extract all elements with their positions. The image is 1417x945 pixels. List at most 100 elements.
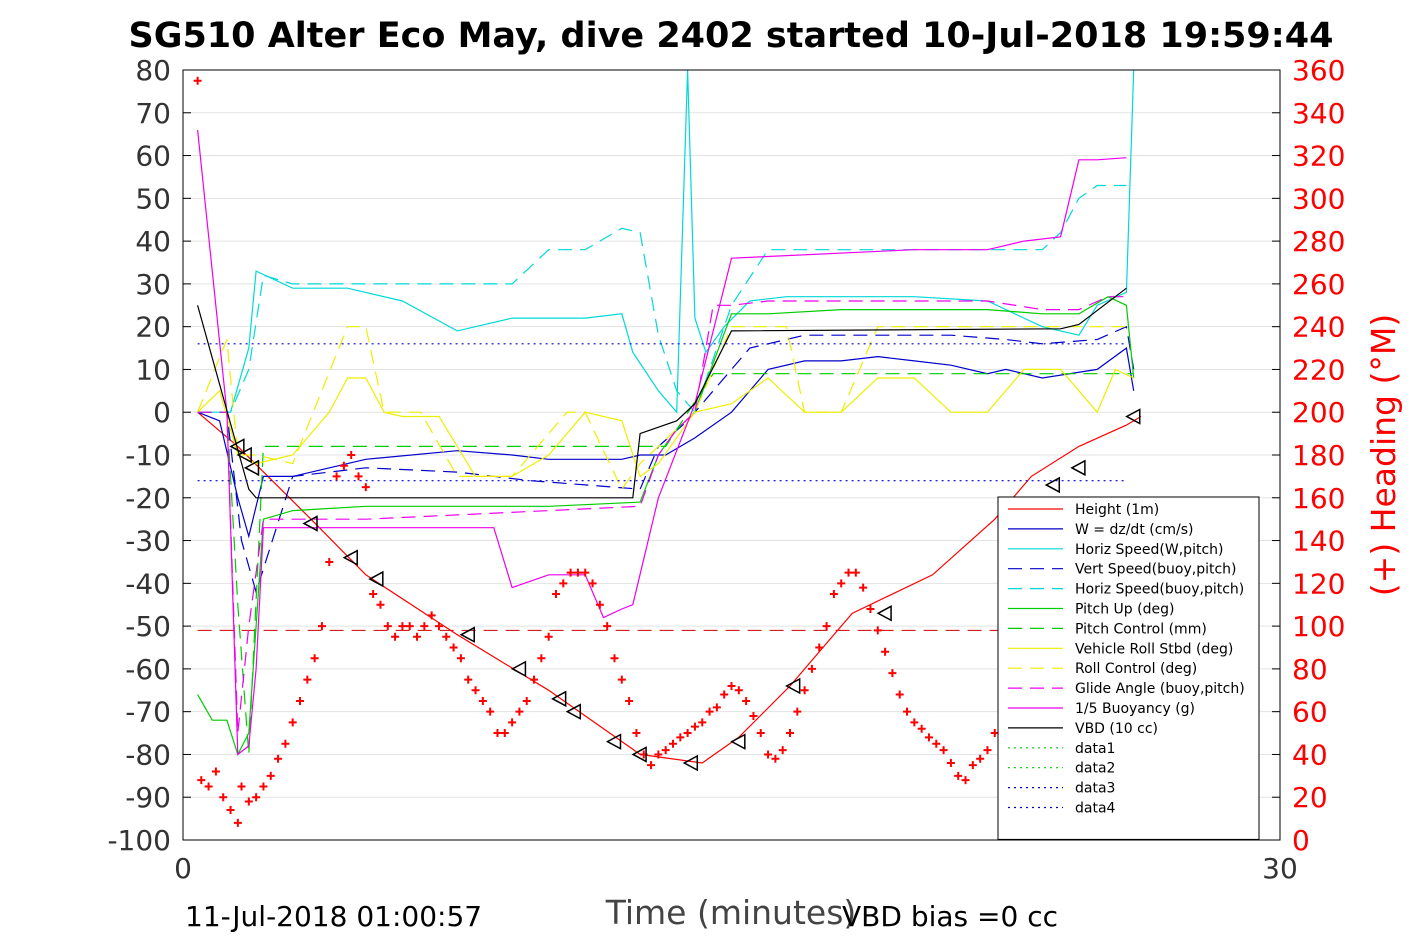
y-right-tick-label: 300 (1292, 182, 1345, 215)
heading-point (391, 632, 400, 641)
y-right-tick-label: 20 (1292, 781, 1328, 814)
y-right-tick-label: 100 (1292, 610, 1345, 643)
y-right-tick-label: 280 (1292, 225, 1345, 258)
y-left-tick-label: -70 (125, 696, 171, 729)
heading-point (288, 718, 297, 727)
triangle-marker (605, 733, 622, 750)
heading-point (515, 707, 524, 716)
heading-point (219, 793, 228, 802)
heading-point (961, 776, 970, 785)
heading-point (478, 696, 487, 705)
tick-layer: -100-90-80-70-60-50-40-30-20-10010203040… (107, 54, 1345, 885)
y-right-tick-label: 160 (1292, 482, 1345, 515)
heading-point (668, 739, 677, 748)
legend-entry: Horiz Speed(buoy,pitch) (1075, 582, 1244, 598)
triangle-marker (730, 733, 746, 750)
heading-point (566, 568, 575, 577)
triangle-marker (876, 605, 892, 622)
heading-point (211, 767, 220, 776)
y-left-tick-label: 0 (153, 396, 171, 429)
heading-point (654, 750, 663, 759)
heading-point (303, 675, 312, 684)
y-right-tick-label: 360 (1292, 54, 1345, 87)
triangle-marker (236, 446, 252, 464)
y-left-tick-label: 30 (135, 268, 171, 301)
heading-point (742, 696, 751, 705)
heading-point (544, 632, 553, 641)
heading-point (924, 733, 933, 742)
heading-point (793, 707, 802, 716)
heading-point (508, 718, 517, 727)
y-right-tick-label: 140 (1292, 525, 1345, 558)
heading-point (361, 483, 370, 492)
y-left-tick-label: 80 (135, 54, 171, 87)
heading-point (771, 754, 780, 763)
y-left-tick-label: 50 (135, 182, 171, 215)
heading-point (734, 686, 743, 695)
heading-point (976, 754, 985, 763)
heading-point (946, 759, 955, 767)
heading-point (500, 729, 509, 738)
heading-point (237, 782, 246, 791)
heading-point (968, 761, 977, 770)
footer-vbd-bias: VBD bias =0 cc (842, 900, 1058, 933)
heading-point (332, 472, 341, 481)
heading-point (888, 669, 897, 678)
heading-point (464, 675, 473, 684)
triangle-marker (631, 746, 647, 763)
triangle-marker (551, 690, 567, 708)
heading-point (376, 600, 385, 609)
legend-entry: data2 (1075, 761, 1115, 777)
heading-point (990, 729, 999, 738)
heading-point (632, 729, 641, 738)
heading-point (266, 771, 275, 780)
triangle-marker (682, 754, 699, 772)
triangle-marker (1044, 476, 1061, 494)
triangle-marker (785, 677, 801, 695)
y-right-tick-label: 180 (1292, 439, 1345, 472)
legend: Height (1m) W = dz/dt (cm/s) Horiz Speed(W… (997, 496, 1260, 840)
heading-point (617, 675, 626, 684)
heading-point (698, 718, 707, 727)
heading-point (471, 686, 480, 695)
heading-point (537, 654, 546, 663)
series-line (197, 296, 1127, 734)
triangle-marker (1125, 408, 1141, 425)
heading-point (244, 797, 253, 806)
heading-point (339, 461, 348, 470)
footer-timestamp: 11-Jul-2018 01:00:57 (185, 900, 483, 933)
heading-point (983, 746, 992, 755)
series-line (197, 368, 1134, 478)
heading-point (493, 729, 502, 738)
heading-point (274, 754, 283, 763)
x-axis-label: Time (minutes) (605, 893, 857, 932)
series-line (197, 129, 1127, 756)
heading-point (252, 793, 261, 802)
heading-point (595, 600, 604, 609)
legend-entry: Glide Angle (buoy,pitch) (1075, 681, 1245, 697)
heading-point (442, 632, 451, 641)
heading-point (197, 776, 206, 785)
legend-entry: Horiz Speed(W,pitch) (1075, 542, 1223, 558)
heading-point (661, 746, 670, 755)
y-right-tick-label: 0 (1292, 824, 1310, 857)
triangle-marker (565, 703, 582, 720)
heading-point (405, 622, 414, 631)
y-right-tick-label: 240 (1292, 311, 1345, 344)
heading-point (610, 654, 619, 663)
heading-point (310, 654, 319, 663)
triangle-marker (368, 570, 384, 588)
y-right-tick-label: 120 (1292, 567, 1345, 600)
y-right-tick-label: 340 (1292, 97, 1345, 130)
heading-point (427, 611, 436, 620)
heading-point (683, 729, 692, 738)
y-left-tick-label: -80 (125, 738, 171, 771)
y-right-tick-label: 80 (1292, 653, 1328, 686)
heading-point (317, 622, 326, 631)
y-left-tick-label: 60 (135, 140, 171, 173)
heading-point (873, 626, 882, 635)
heading-point (807, 664, 816, 673)
y-left-tick-label: -30 (125, 525, 171, 558)
heading-point (749, 711, 758, 720)
